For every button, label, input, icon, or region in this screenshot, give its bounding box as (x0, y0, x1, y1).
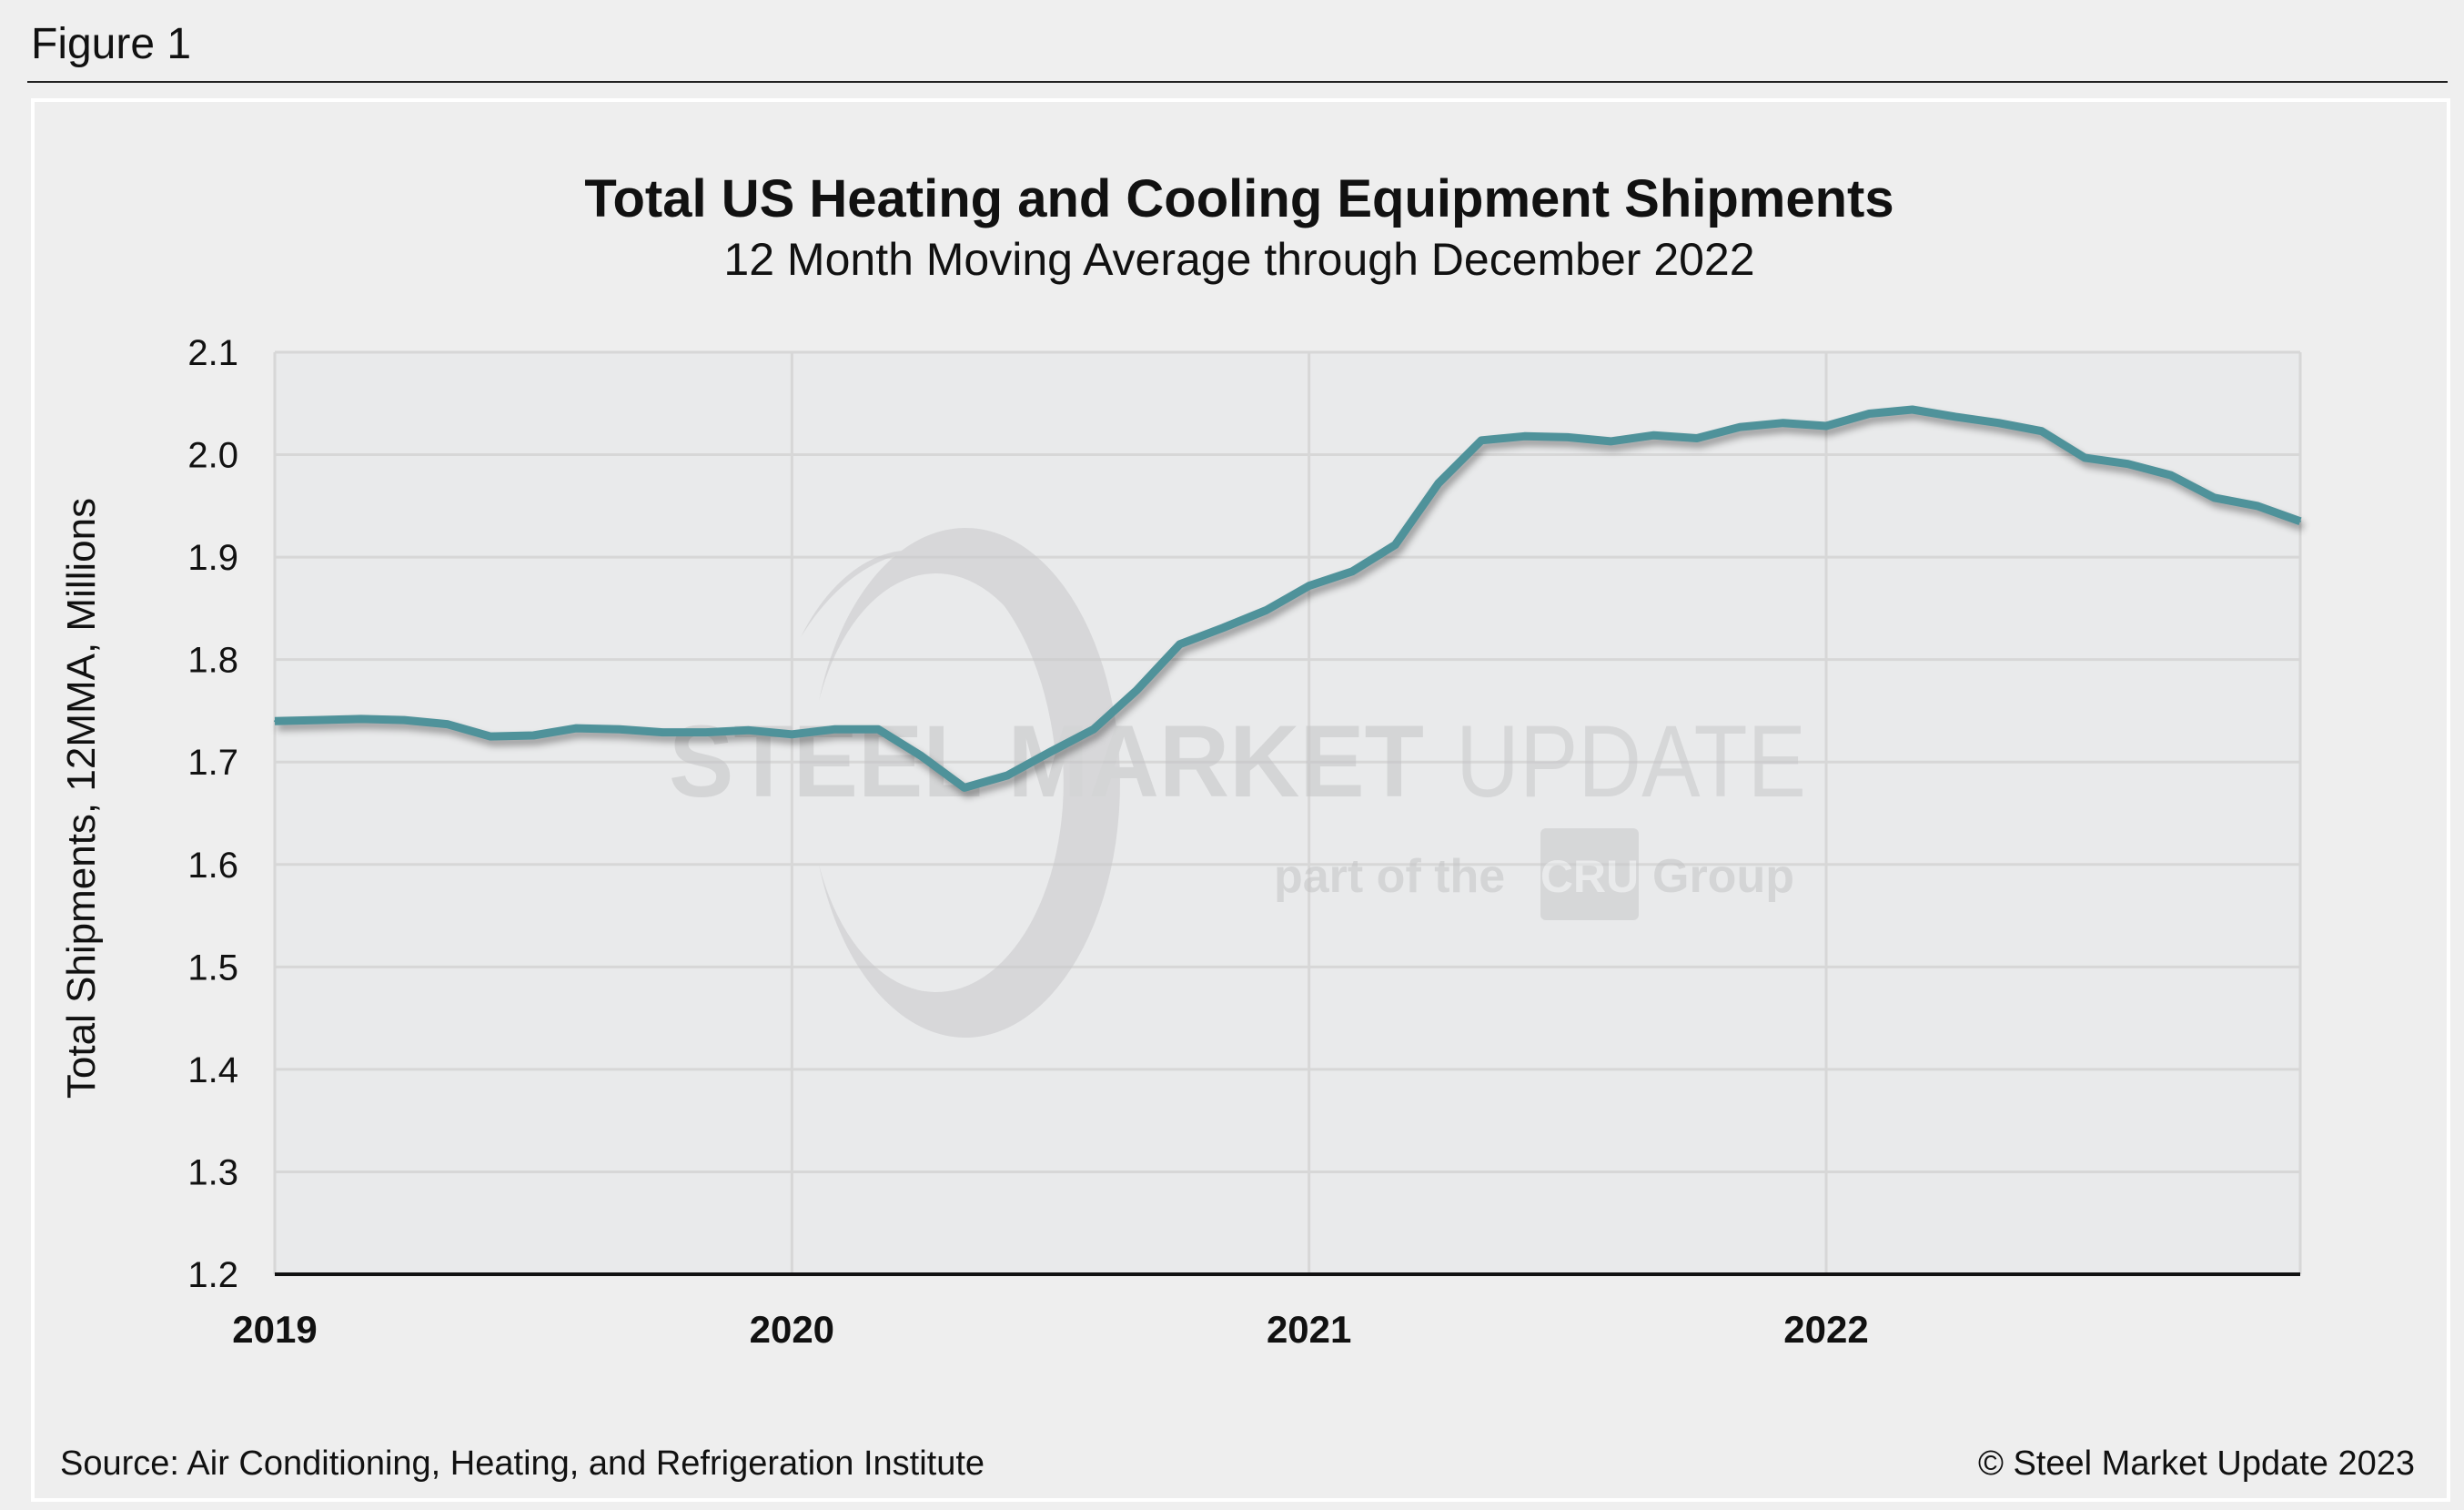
watermark: STEEL MARKET UPDATE part of the CRU Grou… (669, 528, 1806, 1038)
data-point-2022-01 (1825, 425, 1828, 428)
watermark-swoosh-top-icon (801, 550, 1101, 755)
series-points (274, 409, 2301, 789)
watermark-brand-light: UPDATE (1456, 704, 1806, 818)
data-point-2019-03 (359, 717, 362, 720)
figure-label: Figure 1 (31, 20, 191, 68)
data-point-2019-09 (618, 728, 621, 731)
data-point-2021-04 (1437, 482, 1439, 485)
data-point-2020-12 (1265, 609, 1267, 612)
y-tick-labels: 1.2 1.3 1.4 1.5 1.6 1.7 1.8 1.9 2.0 2.1 (187, 333, 238, 1295)
plot-area (275, 352, 2300, 1274)
y-tick-label: 1.4 (187, 1050, 238, 1090)
data-point-2020-07 (1049, 750, 1052, 753)
y-tick-label: 1.9 (187, 538, 238, 578)
data-point-2021-08 (1610, 440, 1612, 442)
data-point-2021-10 (1695, 437, 1698, 440)
data-point-2021-05 (1480, 439, 1483, 441)
x-tick-label: 2022 (1783, 1308, 1868, 1351)
source-note: Source: Air Conditioning, Heating, and R… (60, 1444, 985, 1483)
data-point-2021-01 (1308, 584, 1310, 587)
y-tick-label: 2.1 (187, 333, 238, 373)
data-point-2020-11 (1221, 626, 1224, 629)
data-point-2019-05 (446, 723, 449, 725)
x-tick-label: 2020 (750, 1308, 834, 1351)
y-axis-label: Total Shipments, 12MMA, Millions (59, 498, 104, 1099)
data-point-2022-10 (2213, 496, 2216, 499)
watermark-cru: CRU (1540, 851, 1639, 902)
data-point-2022-06 (2040, 430, 2043, 432)
copyright-note: © Steel Market Update 2023 (1978, 1444, 2415, 1483)
watermark-brand-bold: STEEL MARKET (669, 704, 1424, 818)
gridlines (273, 350, 2302, 1276)
data-point-2022-12 (2299, 520, 2301, 522)
data-point-2021-06 (1523, 435, 1526, 438)
data-point-2019-11 (704, 731, 707, 734)
data-point-2020-06 (1006, 774, 1009, 776)
data-point-2022-03 (1911, 409, 1914, 411)
y-tick-label: 2.0 (187, 436, 238, 476)
watermark-part-of: part of the (1274, 850, 1505, 903)
data-point-2019-01 (274, 720, 276, 723)
data-point-2020-10 (1178, 643, 1181, 645)
data-point-2019-12 (747, 729, 750, 732)
y-tick-label: 1.3 (187, 1152, 238, 1192)
y-tick-label: 1.7 (187, 743, 238, 783)
data-point-2021-02 (1351, 570, 1354, 573)
y-tick-label: 1.6 (187, 846, 238, 886)
data-point-2021-07 (1566, 436, 1569, 439)
data-point-2019-04 (403, 719, 406, 722)
data-point-2020-09 (1136, 689, 1138, 692)
series-line (274, 405, 2302, 792)
data-point-2019-08 (575, 727, 578, 730)
data-point-2019-07 (532, 734, 535, 736)
data-point-2020-03 (877, 728, 880, 731)
chart-subtitle: 12 Month Moving Average through December… (723, 234, 1754, 285)
data-point-2020-08 (1092, 728, 1095, 731)
data-point-2021-09 (1652, 434, 1655, 437)
data-point-2022-05 (1997, 421, 2000, 424)
data-point-2021-12 (1782, 421, 1784, 424)
data-point-2022-02 (1868, 412, 1871, 415)
data-point-2019-10 (661, 731, 664, 734)
data-point-2022-07 (2084, 456, 2086, 459)
y-tick-label: 1.2 (187, 1255, 238, 1295)
data-point-2022-09 (2169, 474, 2172, 477)
data-point-2020-04 (920, 755, 923, 757)
data-point-2022-11 (2256, 504, 2258, 507)
x-tick-label: 2019 (232, 1308, 317, 1351)
data-point-2021-03 (1394, 543, 1397, 546)
watermark-group: Group (1652, 850, 1794, 903)
x-tick-labels: 2019 2020 2021 2022 (232, 1308, 1868, 1351)
data-point-2020-05 (963, 786, 965, 789)
chart-title: Total US Heating and Cooling Equipment S… (584, 169, 1893, 228)
data-point-2022-04 (1954, 415, 1957, 418)
watermark-cru-box (1540, 828, 1639, 920)
x-tick-label: 2021 (1267, 1308, 1351, 1351)
data-point-2019-02 (317, 719, 319, 722)
data-point-2019-06 (489, 735, 491, 738)
y-tick-label: 1.5 (187, 948, 238, 988)
data-point-2020-02 (833, 728, 836, 731)
data-point-2020-01 (791, 733, 793, 735)
y-tick-label: 1.8 (187, 641, 238, 681)
data-point-2021-11 (1739, 426, 1742, 429)
data-point-2022-08 (2126, 462, 2129, 465)
